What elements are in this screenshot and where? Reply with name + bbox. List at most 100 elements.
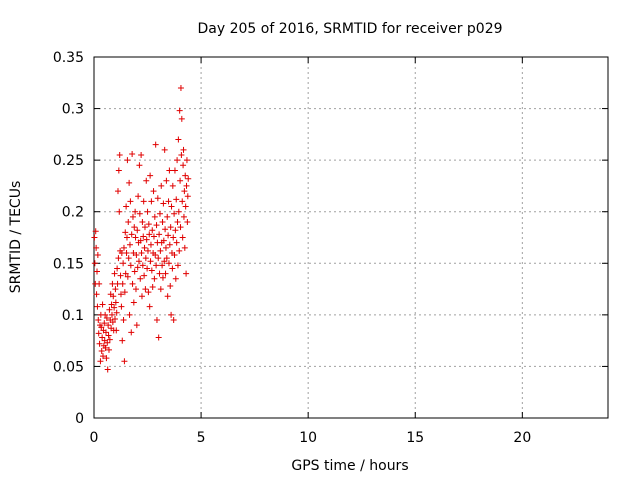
data-point [147, 241, 154, 248]
data-point [114, 188, 121, 195]
data-point [130, 299, 137, 306]
y-tick-label: 0.3 [62, 102, 84, 118]
data-point [151, 275, 158, 282]
data-point [111, 315, 118, 322]
data-point [162, 244, 169, 251]
data-points [91, 84, 192, 373]
data-point [132, 208, 139, 215]
data-point [156, 231, 163, 238]
data-point [136, 162, 143, 169]
data-point [141, 224, 148, 231]
data-point [156, 270, 163, 277]
data-point [183, 182, 190, 189]
data-point [179, 198, 186, 205]
data-point [162, 270, 169, 277]
data-point [120, 260, 127, 267]
data-point [102, 344, 109, 351]
data-point [184, 219, 191, 226]
data-point [146, 231, 153, 238]
data-point [180, 162, 187, 169]
data-point [152, 252, 159, 259]
data-point [182, 172, 189, 179]
data-point [174, 262, 181, 269]
data-point [171, 252, 178, 259]
data-point [134, 227, 141, 234]
data-point [159, 262, 166, 269]
data-point [93, 244, 100, 251]
data-point [109, 319, 116, 326]
y-axis-label: SRMTID / TECUs [8, 181, 24, 294]
data-point [153, 222, 160, 229]
data-point [165, 260, 172, 267]
data-point [141, 244, 148, 251]
data-point [106, 306, 113, 313]
data-point [105, 322, 112, 329]
data-point [108, 311, 115, 318]
data-point [164, 213, 171, 220]
data-point [179, 234, 186, 241]
data-point [169, 182, 176, 189]
data-point [115, 167, 122, 174]
data-point [177, 224, 184, 231]
data-point [133, 252, 140, 259]
data-point [122, 270, 129, 277]
data-point [102, 329, 109, 336]
data-point [111, 304, 118, 311]
data-point [142, 255, 149, 262]
data-point [154, 195, 161, 202]
y-tick-label: 0.15 [53, 256, 84, 272]
data-point [97, 358, 104, 365]
data-point [163, 177, 170, 184]
data-point [114, 280, 121, 287]
x-tick-label: 5 [197, 430, 206, 446]
data-point [169, 265, 176, 272]
data-point [174, 157, 181, 164]
y-tick-label: 0.1 [62, 308, 84, 324]
x-tick-label: 10 [299, 430, 317, 446]
data-point [143, 236, 150, 243]
data-point [181, 244, 188, 251]
data-point [125, 219, 132, 226]
data-point [178, 151, 185, 158]
data-point [176, 107, 183, 114]
data-point [174, 219, 181, 226]
data-point [146, 303, 153, 310]
data-point [141, 272, 148, 279]
data-point [123, 249, 130, 256]
data-point [129, 280, 136, 287]
data-point [138, 249, 145, 256]
data-point [127, 262, 134, 269]
data-point [109, 280, 116, 287]
data-point [181, 188, 188, 195]
data-point [114, 265, 121, 272]
y-tick-label: 0.35 [53, 50, 84, 66]
data-point [180, 146, 187, 153]
data-point [123, 203, 130, 210]
axis-ticks: 0 0.05 0.1 0.15 0.2 0.25 0.3 0.35 0 5 10 15 20 [53, 50, 608, 446]
data-point [121, 289, 128, 296]
data-point [143, 177, 150, 184]
data-point [99, 353, 106, 360]
data-point [160, 200, 167, 207]
data-point [140, 233, 147, 240]
y-tick-label: 0.25 [53, 153, 84, 169]
data-point [93, 291, 100, 298]
data-point [123, 234, 130, 241]
data-point [157, 247, 164, 254]
data-point [92, 228, 99, 235]
data-point [117, 291, 124, 298]
data-point [131, 224, 138, 231]
data-point [142, 286, 149, 293]
data-point [155, 255, 162, 262]
data-point [161, 258, 168, 265]
data-point [136, 210, 143, 217]
data-point [178, 115, 185, 122]
data-point [168, 311, 175, 318]
data-point [118, 303, 125, 310]
data-point [182, 203, 189, 210]
data-point [135, 193, 142, 200]
data-point [163, 255, 170, 262]
data-point [95, 330, 102, 337]
data-point [149, 284, 156, 291]
